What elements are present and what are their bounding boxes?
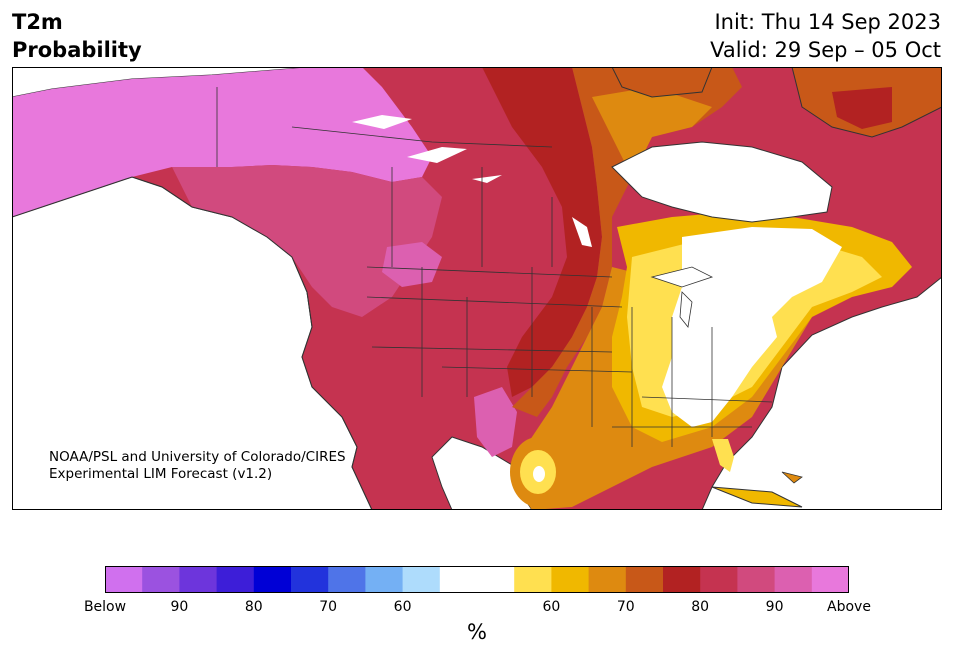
arctic-islands (611, 67, 713, 98)
probability-map (12, 67, 942, 510)
colorbar-tick-label: 60 (393, 599, 412, 615)
colorbar-tick-label: 80 (244, 599, 263, 615)
title-line-2: Probability (12, 38, 142, 62)
colorbar-segment (253, 566, 292, 593)
greenland-red (832, 87, 892, 129)
bahamas (781, 471, 803, 484)
colorbar-segment (402, 566, 441, 593)
great-bear-lake (407, 147, 467, 163)
colorbar-unit: % (467, 620, 487, 644)
colorbar-segment (291, 566, 329, 593)
colorbar-segment (365, 566, 404, 593)
map-title: T2m Probability (12, 8, 142, 64)
colorbar-tick-label: Above (827, 599, 871, 615)
init-date: Init: Thu 14 Sep 2023 (714, 10, 941, 34)
colorbar-segment (625, 566, 664, 593)
forecast-dates: Init: Thu 14 Sep 2023 Valid: 29 Sep – 05… (710, 8, 941, 64)
cuba (711, 486, 803, 508)
colorbar-segment (216, 566, 255, 593)
colorbar-segment (105, 566, 143, 593)
colorbar-tick-label: 90 (765, 599, 784, 615)
lake-athabasca (472, 175, 502, 183)
title-line-1: T2m (12, 10, 63, 34)
colorbar-tick-label: 70 (616, 599, 635, 615)
data-credit: NOAA/PSL and University of Colorado/CIRE… (49, 449, 346, 483)
valid-dates: Valid: 29 Sep – 05 Oct (710, 38, 941, 62)
hudson-bay (611, 141, 833, 223)
colorbar-segment (179, 566, 218, 593)
political-borders (216, 87, 773, 447)
lake-superior (650, 266, 714, 288)
colorbar-tick-label: 80 (691, 599, 710, 615)
credit-line-2: Experimental LIM Forecast (v1.2) (49, 466, 273, 482)
colorbar-tick-label: 70 (319, 599, 338, 615)
region-above-90-west (382, 242, 442, 287)
colorbar-segment (811, 566, 849, 593)
great-slave-lake (352, 115, 412, 129)
region-mexico-white (533, 466, 545, 482)
colorbar-segment (551, 566, 590, 593)
region-above-60-70 (482, 67, 602, 397)
colorbar-segment (774, 566, 813, 593)
colorbar-frame (105, 566, 849, 593)
region-above-80-90 (172, 165, 442, 317)
colorbar-segment (737, 566, 776, 593)
lake-winnipeg (572, 217, 592, 247)
colorbar (105, 566, 849, 593)
colorbar-segment (588, 566, 627, 593)
colorbar-segment (328, 566, 366, 593)
colorbar-segment (663, 566, 701, 593)
map-frame (12, 67, 942, 510)
region-florida (712, 439, 734, 472)
colorbar-segment (477, 566, 515, 593)
colorbar-tick-label: Below (83, 599, 127, 615)
colorbar-segment (142, 566, 180, 593)
coastline-west (12, 176, 373, 510)
credit-line-1: NOAA/PSL and University of Colorado/CIRE… (49, 449, 346, 465)
region-above-90 (12, 67, 432, 217)
colorbar-segment (514, 566, 552, 593)
colorbar-tick-label: 60 (542, 599, 561, 615)
colorbar-segment (439, 566, 478, 593)
colorbar-segment (700, 566, 738, 593)
lake-michigan (679, 291, 693, 328)
region-above-90-south (474, 387, 517, 457)
colorbar-tick-label: 90 (170, 599, 189, 615)
